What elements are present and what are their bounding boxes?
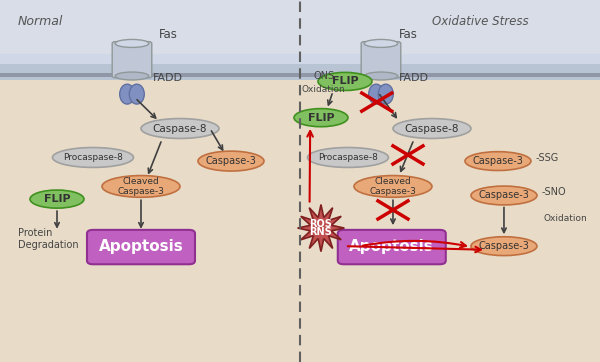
Text: Apoptosis: Apoptosis bbox=[349, 239, 434, 254]
Text: Apoptosis: Apoptosis bbox=[98, 239, 184, 254]
FancyBboxPatch shape bbox=[0, 54, 600, 64]
Text: Procaspase-8: Procaspase-8 bbox=[63, 153, 123, 162]
FancyBboxPatch shape bbox=[338, 230, 446, 264]
Ellipse shape bbox=[141, 119, 219, 139]
Text: -SNO: -SNO bbox=[541, 188, 566, 198]
Text: Caspase-8: Caspase-8 bbox=[405, 123, 459, 134]
Ellipse shape bbox=[52, 148, 133, 168]
Ellipse shape bbox=[198, 151, 264, 171]
Text: -SSG: -SSG bbox=[535, 153, 559, 163]
Ellipse shape bbox=[102, 176, 180, 197]
Text: RNS: RNS bbox=[310, 227, 332, 237]
Ellipse shape bbox=[471, 237, 537, 256]
Text: Caspase-3: Caspase-3 bbox=[479, 190, 529, 201]
Text: Fas: Fas bbox=[399, 28, 418, 41]
Text: FLIP: FLIP bbox=[332, 76, 358, 87]
Ellipse shape bbox=[364, 72, 398, 80]
Ellipse shape bbox=[368, 84, 383, 104]
Ellipse shape bbox=[115, 72, 149, 80]
Text: Caspase-3: Caspase-3 bbox=[479, 241, 529, 251]
Ellipse shape bbox=[378, 84, 393, 104]
Ellipse shape bbox=[471, 186, 537, 205]
Text: FLIP: FLIP bbox=[308, 113, 334, 123]
Text: Fas: Fas bbox=[159, 28, 178, 41]
Ellipse shape bbox=[129, 84, 144, 104]
FancyBboxPatch shape bbox=[361, 42, 401, 78]
Text: ROS: ROS bbox=[310, 219, 332, 230]
Ellipse shape bbox=[354, 176, 432, 197]
Text: FADD: FADD bbox=[153, 73, 183, 84]
Ellipse shape bbox=[393, 119, 471, 139]
Text: FLIP: FLIP bbox=[44, 194, 70, 204]
Text: Oxidation: Oxidation bbox=[544, 214, 587, 223]
Ellipse shape bbox=[307, 148, 388, 168]
FancyBboxPatch shape bbox=[0, 73, 600, 77]
Text: Normal: Normal bbox=[18, 15, 64, 28]
Text: Caspase-3: Caspase-3 bbox=[206, 156, 256, 166]
FancyBboxPatch shape bbox=[87, 230, 195, 264]
Text: Cleaved
Caspase-3: Cleaved Caspase-3 bbox=[370, 177, 416, 196]
Ellipse shape bbox=[294, 109, 348, 127]
FancyBboxPatch shape bbox=[0, 0, 600, 54]
Ellipse shape bbox=[364, 39, 398, 47]
Ellipse shape bbox=[30, 190, 84, 208]
FancyBboxPatch shape bbox=[112, 42, 152, 78]
Text: Caspase-3: Caspase-3 bbox=[473, 156, 523, 166]
Ellipse shape bbox=[318, 72, 372, 90]
Ellipse shape bbox=[115, 39, 149, 47]
Ellipse shape bbox=[119, 84, 134, 104]
FancyBboxPatch shape bbox=[0, 54, 600, 80]
Text: Procaspase-8: Procaspase-8 bbox=[318, 153, 378, 162]
Polygon shape bbox=[298, 205, 344, 252]
Text: Cleaved
Caspase-3: Cleaved Caspase-3 bbox=[118, 177, 164, 196]
Text: ONS-: ONS- bbox=[314, 71, 338, 81]
Text: Caspase-8: Caspase-8 bbox=[153, 123, 207, 134]
Ellipse shape bbox=[465, 152, 531, 171]
Text: Oxidative Stress: Oxidative Stress bbox=[432, 15, 529, 28]
Text: FADD: FADD bbox=[399, 73, 429, 84]
Text: Oxidation: Oxidation bbox=[301, 85, 345, 94]
Text: Protein
Degradation: Protein Degradation bbox=[18, 228, 79, 250]
